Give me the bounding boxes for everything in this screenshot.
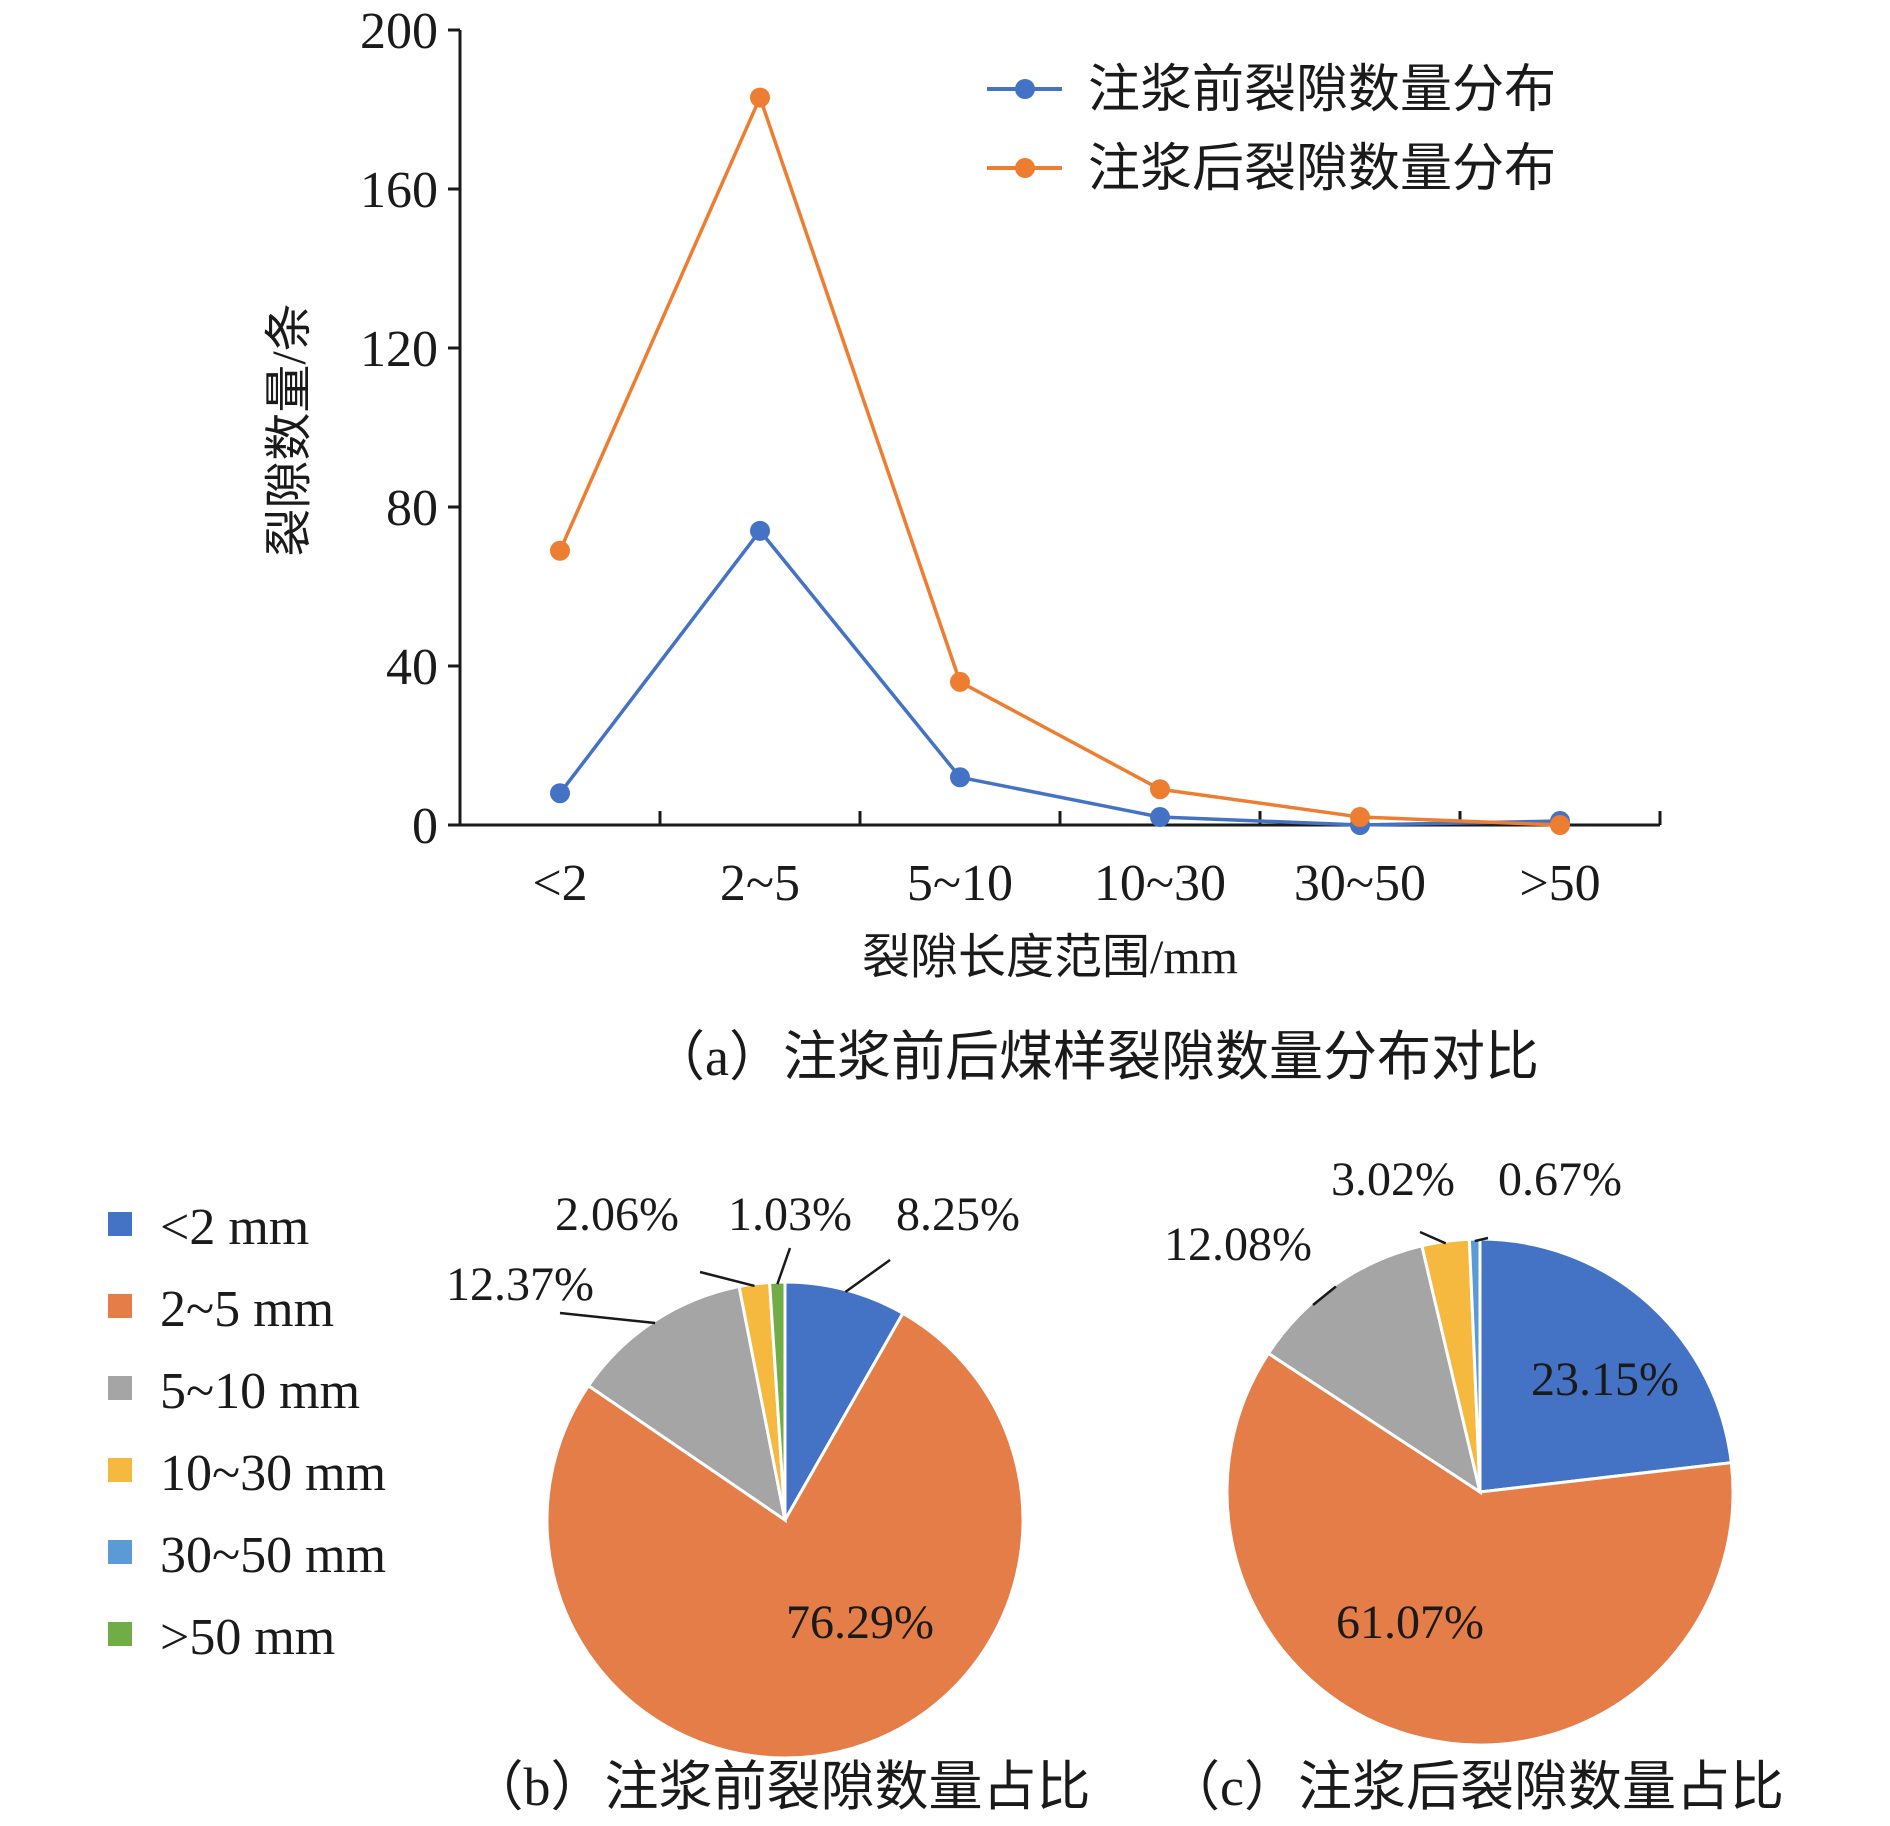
series-1-point (1550, 815, 1570, 835)
x-tick-label: >50 (1519, 855, 1600, 912)
pie-slices (1225, 1237, 1735, 1747)
series-1-point (1350, 807, 1370, 828)
pie-data-label: 61.07% (1336, 1596, 1484, 1649)
x-axis-title: 裂隙长度范围/mm (862, 931, 1238, 984)
pie-data-label: 12.08% (1164, 1218, 1312, 1271)
y-tick-label: 0 (412, 798, 438, 855)
legend-swatch (108, 1376, 132, 1400)
x-tick-label: 5~10 (907, 855, 1013, 912)
pie-slice (783, 1280, 905, 1526)
pie-leader-line (1474, 1236, 1489, 1243)
pie-slice (1266, 1243, 1483, 1496)
legend-marker-series-1 (1015, 158, 1035, 178)
pie-data-label: 8.25% (896, 1188, 1020, 1241)
series-1-point (750, 87, 770, 108)
series-lines (550, 87, 1570, 835)
legend-label: 5~10 mm (160, 1363, 360, 1420)
legend-label-series-1: 注浆后裂隙数量分布 (1088, 141, 1556, 198)
pie-data-labels: 23.15% 61.07% 12.08% 3.02% 0.67% (1164, 1153, 1679, 1649)
x-axis: <2 2~5 5~10 10~30 30~50 >50 (458, 811, 1662, 912)
pie-legend: <2 mm 2~5 mm 5~10 mm 10~30 mm 30~50 mm >50 mm (108, 1199, 386, 1666)
pie-data-label: 1.03% (728, 1188, 852, 1241)
caption-b: （b）注浆前裂隙数量占比 (470, 1757, 1091, 1817)
pie-chart-before: 8.25% 76.29% 12.37% 2.06% 1.03% （b）注浆前裂隙数量占比 (446, 1188, 1090, 1817)
pie-leader-line (699, 1270, 755, 1288)
legend-swatch (108, 1540, 132, 1564)
y-tick-label: 200 (360, 3, 438, 60)
series-line-0 (558, 529, 1561, 827)
pie-slice (1478, 1237, 1733, 1494)
x-tick-label: 30~50 (1294, 855, 1426, 912)
series-0-point (750, 520, 770, 541)
pie-slice (545, 1311, 1025, 1760)
x-tick-label: 2~5 (720, 855, 800, 912)
legend-label: 30~50 mm (160, 1527, 386, 1584)
pie-data-labels: 8.25% 76.29% 12.37% 2.06% 1.03% (446, 1188, 1020, 1649)
legend-swatch (108, 1294, 132, 1318)
legend-label: >50 mm (160, 1609, 335, 1666)
pie-slice (1225, 1351, 1735, 1747)
y-axis: 0 40 80 120 160 200 (360, 3, 462, 855)
caption-a: （a）注浆前后煤样裂隙数量分布对比 (651, 1027, 1539, 1087)
legend-swatch (108, 1622, 132, 1646)
pie-leader-lines (1312, 1230, 1489, 1306)
legend-label: 10~30 mm (160, 1445, 386, 1502)
pie-slice (586, 1284, 788, 1524)
pie-slices (545, 1280, 1025, 1760)
pie-leader-line (844, 1258, 891, 1293)
pie-data-label: 2.06% (555, 1188, 679, 1241)
series-1-point (950, 671, 970, 692)
y-tick-label: 160 (360, 162, 438, 219)
legend-label: <2 mm (160, 1199, 309, 1256)
pie-leader-lines (559, 1247, 891, 1325)
line-legend: 注浆前裂隙数量分布 注浆后裂隙数量分布 (987, 62, 1556, 198)
x-tick-label: 10~30 (1094, 855, 1226, 912)
pie-leader-line (559, 1311, 656, 1325)
series-0-point (1150, 807, 1170, 828)
legend-marker-series-0 (1015, 79, 1035, 99)
series-0-point (550, 783, 570, 804)
series-0-point (950, 767, 970, 788)
pie-data-label: 12.37% (446, 1258, 594, 1311)
series-1-point (1150, 779, 1170, 800)
line-chart: 0 40 80 120 160 200 <2 2~5 5~10 10~30 30~50 >50 裂隙… (263, 3, 1662, 1087)
pie-leader-line (776, 1247, 792, 1285)
legend-label-series-0: 注浆前裂隙数量分布 (1088, 62, 1556, 119)
pie-leader-line (1419, 1230, 1447, 1245)
legend-swatch (108, 1212, 132, 1236)
pie-leader-line (1312, 1285, 1337, 1306)
pie-data-label: 76.29% (786, 1596, 934, 1649)
pie-chart-after: 23.15% 61.07% 12.08% 3.02% 0.67% （c）注浆后裂隙数量占… (1164, 1153, 1784, 1817)
caption-c: （c）注浆后裂隙数量占比 (1166, 1757, 1784, 1817)
pie-data-label: 0.67% (1498, 1153, 1622, 1206)
legend-label: 2~5 mm (160, 1281, 334, 1338)
series-line-1 (558, 95, 1561, 827)
y-tick-label: 40 (386, 639, 438, 696)
series-1-point (550, 540, 570, 561)
pie-data-label: 3.02% (1331, 1153, 1455, 1206)
y-tick-label: 80 (386, 480, 438, 537)
pie-data-label: 23.15% (1531, 1353, 1679, 1406)
y-tick-label: 120 (360, 321, 438, 378)
x-tick-label: <2 (532, 855, 587, 912)
legend-swatch (108, 1458, 132, 1482)
y-axis-title: 裂隙数量/条 (263, 303, 316, 556)
